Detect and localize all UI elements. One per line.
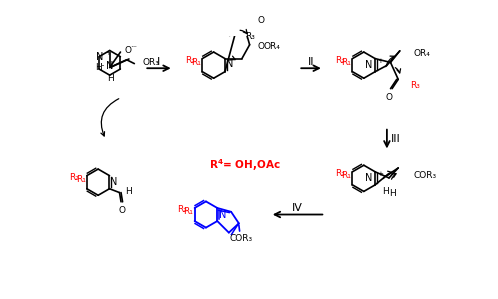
Text: +: + [105,50,111,56]
Text: O: O [124,46,131,55]
Text: III: III [391,134,401,144]
Text: COR₃: COR₃ [230,234,252,243]
Text: R₃: R₃ [245,32,254,42]
Text: IV: IV [292,203,303,213]
Text: R₂: R₂ [69,173,79,182]
Text: R₃: R₃ [410,81,420,90]
Text: R₁: R₁ [341,58,351,67]
Text: OR₄: OR₄ [263,42,280,51]
Text: +: + [377,58,383,64]
Text: II: II [308,57,314,67]
Text: H: H [389,190,396,199]
Text: N: N [106,61,114,71]
Text: N: N [110,177,118,187]
Text: R₁: R₁ [183,208,193,216]
Text: N: N [96,52,104,62]
Text: N: N [226,60,233,69]
Text: R₁: R₁ [341,171,351,180]
Text: COR₃: COR₃ [414,171,437,180]
Text: N: N [366,173,373,183]
Text: O: O [257,16,264,25]
Text: O: O [119,206,125,215]
Text: R₂: R₂ [335,169,345,178]
Text: O: O [385,93,392,102]
Text: R₂: R₂ [185,56,195,65]
Text: OR₃: OR₃ [142,58,159,67]
Text: H: H [125,187,131,196]
Text: I: I [157,57,160,67]
Text: N: N [219,210,226,219]
Text: OR₄: OR₄ [414,49,430,58]
Text: R₁: R₁ [191,58,201,67]
Text: R₁: R₁ [76,175,86,184]
Text: ·⁻: ·⁻ [129,43,137,52]
Text: ·: · [101,60,105,73]
Text: H: H [382,187,388,196]
Text: N: N [366,60,373,70]
Text: +: + [377,171,383,177]
Text: R₂: R₂ [177,205,187,214]
Text: O: O [257,42,264,51]
Text: H: H [95,63,102,72]
Text: H: H [107,74,114,83]
Text: $\mathbf{R^4}$= OH,OAc: $\mathbf{R^4}$= OH,OAc [209,157,280,173]
Text: R₂: R₂ [335,56,345,65]
